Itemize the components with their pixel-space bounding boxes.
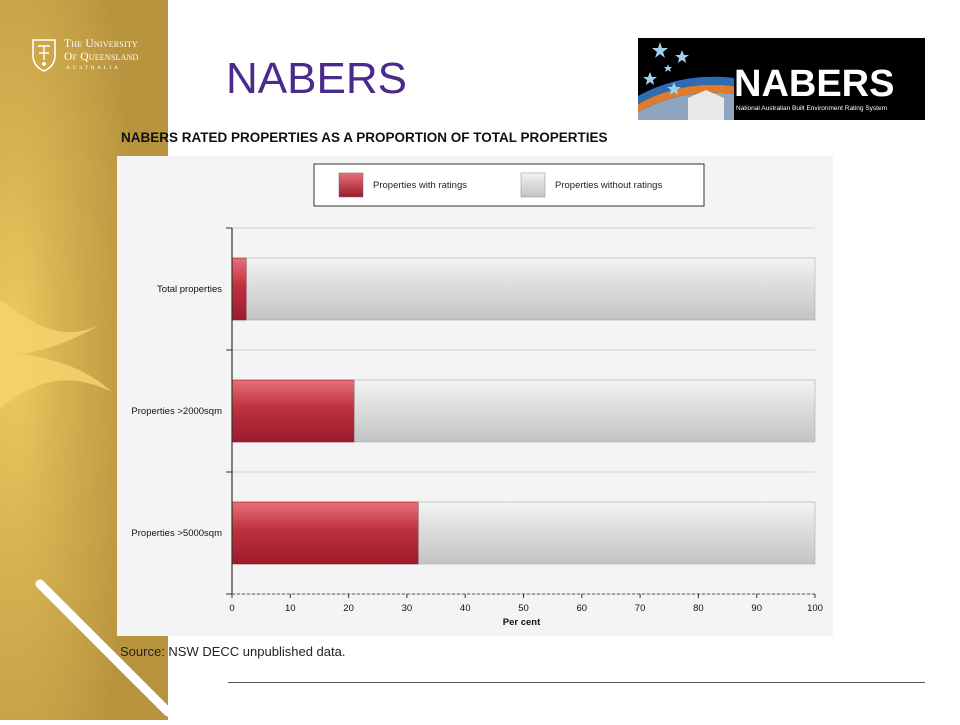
source-note: Source: NSW DECC unpublished data. [120, 644, 346, 659]
chart-title: NABERS RATED PROPERTIES AS A PROPORTION … [121, 130, 608, 145]
nabers-tagline: National Australian Built Environment Ra… [736, 105, 887, 112]
x-tick-label: 60 [577, 603, 588, 614]
x-tick-label: 90 [751, 603, 762, 614]
footer-divider [228, 682, 925, 683]
university-crest-icon [32, 39, 56, 72]
legend-box [313, 163, 705, 207]
chart-panel: NABERS RATED PROPERTIES AS A PROPORTION … [117, 122, 833, 636]
university-name-line1: The University [64, 38, 138, 50]
bar-rated [231, 379, 355, 443]
x-tick-label: 70 [635, 603, 646, 614]
university-logo: The University Of Queensland AUSTRALIA [30, 36, 160, 76]
bar-unrated [418, 501, 816, 565]
bar-unrated [354, 379, 816, 443]
x-tick-label: 20 [343, 603, 354, 614]
x-tick-label: 80 [693, 603, 704, 614]
bars [231, 257, 816, 565]
x-tick-label: 10 [285, 603, 296, 614]
legend-swatch-unrated [520, 172, 546, 198]
category-label: Properties >2000sqm [131, 406, 222, 417]
category-label: Total properties [157, 284, 222, 295]
stacked-bar-chart: NABERS RATED PROPERTIES AS A PROPORTION … [117, 130, 833, 636]
nabers-logo: NABERS National Australian Built Environ… [638, 38, 925, 120]
university-country: AUSTRALIA [66, 65, 121, 71]
legend-swatch-rated [338, 172, 364, 198]
x-tick-label: 100 [807, 603, 823, 614]
axes: 0 10 20 30 40 50 60 70 80 90 100 Total properties Pr… [131, 227, 823, 614]
x-tick-label: 30 [402, 603, 413, 614]
x-tick-label: 0 [229, 603, 234, 614]
category-label: Properties >5000sqm [131, 528, 222, 539]
bar-rated [231, 501, 419, 565]
bar-unrated [246, 257, 816, 321]
legend-label-rated: Properties with ratings [373, 180, 467, 191]
slide-title: NABERS [226, 54, 407, 103]
x-tick-label: 50 [518, 603, 529, 614]
x-tick-label: 40 [460, 603, 471, 614]
nabers-logo-graphic: NABERS National Australian Built Environ… [638, 38, 925, 120]
university-name-line2: Of Queensland [64, 51, 139, 63]
x-axis-label: Per cent [503, 617, 541, 628]
bar-rated [231, 257, 247, 321]
nabers-wordmark: NABERS [734, 63, 894, 105]
legend-label-unrated: Properties without ratings [555, 180, 662, 191]
chart-legend: Properties with ratings Properties witho… [313, 163, 705, 207]
